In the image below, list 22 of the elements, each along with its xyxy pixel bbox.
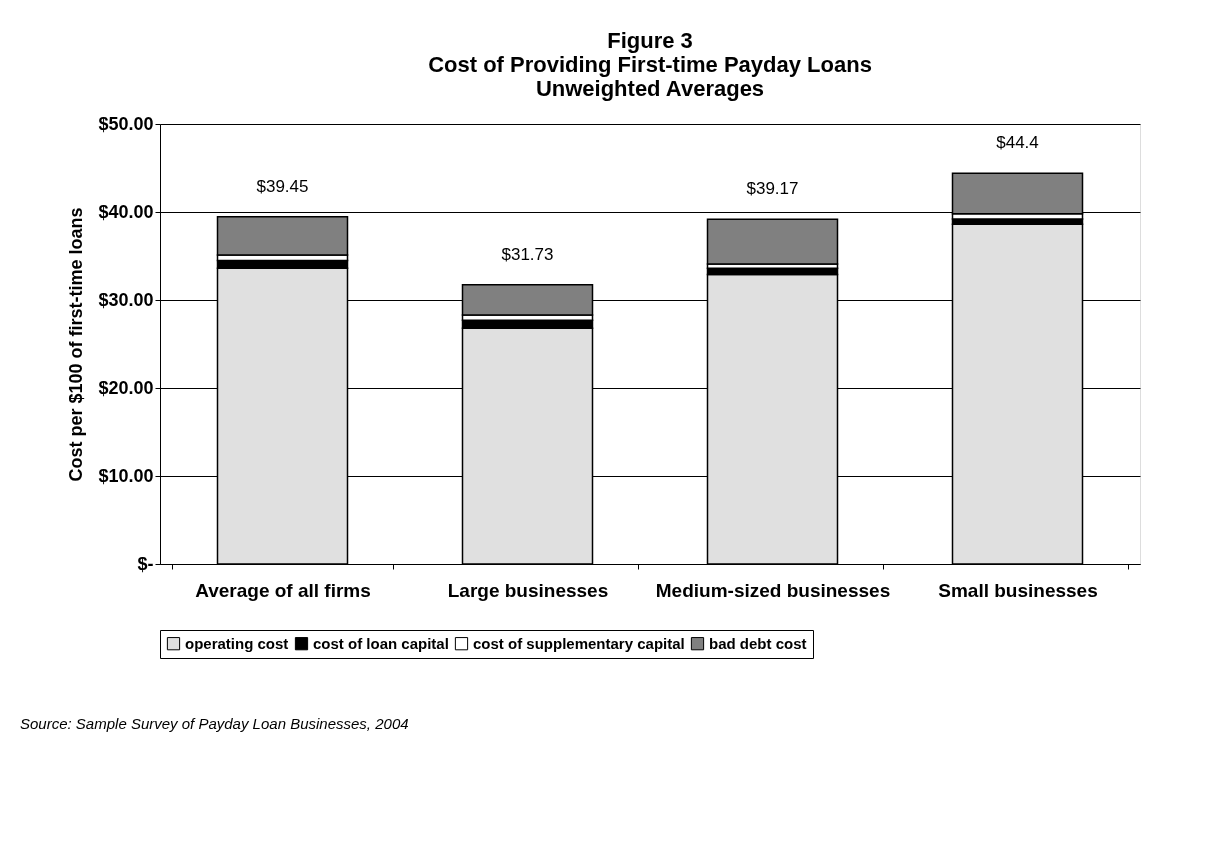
total-label: $39.17	[746, 179, 799, 199]
legend-label: cost of loan capital	[313, 634, 449, 652]
y-tick-label: $20.00	[98, 377, 154, 398]
y-tick-label: $10.00	[98, 465, 154, 486]
legend-label: bad debt cost	[709, 634, 807, 652]
total-label: $39.45	[256, 176, 309, 196]
source-note: Source: Sample Survey of Payday Loan Businesses, 2004	[20, 715, 409, 732]
x-tick-label: Small businesses	[938, 579, 1098, 601]
total-label: $44.4	[996, 133, 1039, 153]
legend-label: operating cost	[185, 634, 289, 652]
x-tick-label: Medium-sized businesses	[655, 579, 891, 601]
x-tick-label: Average of all firms	[195, 579, 371, 601]
bar	[706, 218, 839, 265]
legend-label: cost of supplementary capital	[473, 634, 685, 652]
y-tick-label: $40.00	[98, 201, 154, 222]
total-label: $31.73	[501, 244, 554, 264]
y-axis-title: Cost per $100 of first-time loans	[66, 207, 87, 482]
y-tick-label: $30.00	[98, 289, 154, 310]
y-tick-label: $50.00	[98, 113, 154, 134]
x-tick-label: Large businesses	[447, 579, 609, 601]
chart-title: Figure 3 Cost of Providing First-time Payday Loans Unweighted Averages	[428, 28, 872, 101]
y-tick-label: $-	[137, 553, 154, 574]
